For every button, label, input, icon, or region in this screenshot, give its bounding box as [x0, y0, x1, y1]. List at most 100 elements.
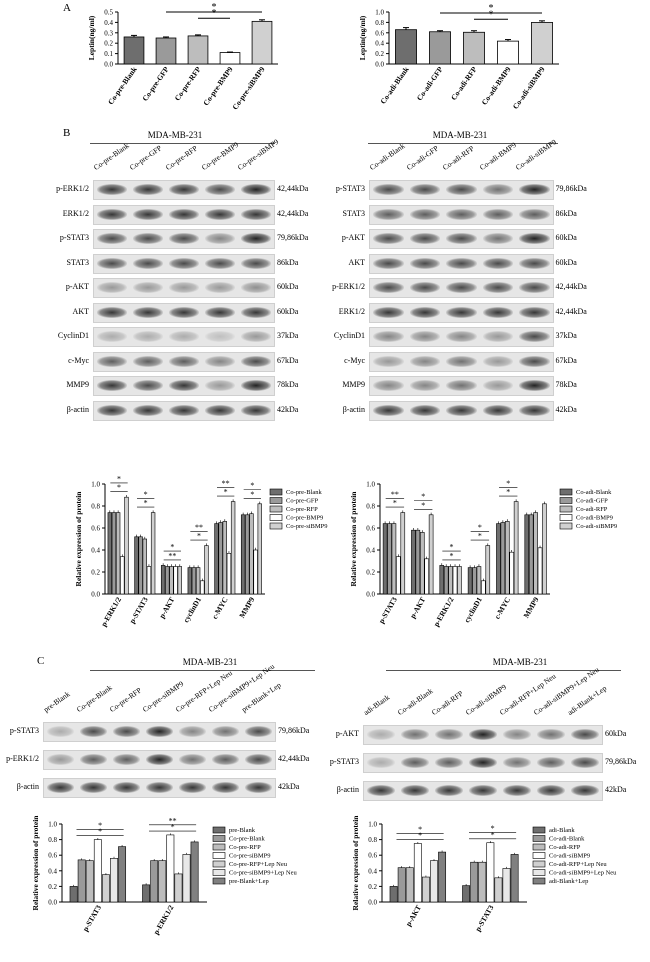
blot-row-name: p-ERK1/2	[56, 184, 89, 193]
blot-strip	[363, 725, 603, 745]
blot-band	[409, 380, 440, 391]
legend-swatch	[212, 835, 226, 842]
bar	[240, 514, 246, 595]
blot-row-kda: 37kDa	[277, 331, 299, 340]
blot-row-name: STAT3	[66, 257, 89, 267]
rule-b-left	[90, 143, 275, 144]
blot-row-kda: 67kDa	[277, 355, 299, 365]
title-b-left: MDA-MB-231	[147, 130, 203, 140]
blot-strip	[93, 302, 275, 323]
blot-row-name: p-STAT3	[9, 726, 39, 735]
blot-row-name: ERK1/2	[338, 306, 365, 316]
blot-strip	[43, 778, 276, 798]
y-tick-label: 0.6	[375, 29, 384, 37]
bar	[195, 567, 201, 595]
bar	[396, 556, 401, 595]
y-tick-label: 0.4	[375, 40, 384, 48]
blot-band	[519, 184, 550, 195]
bar	[443, 566, 449, 595]
blot-band	[241, 282, 271, 293]
blot-row-kda: 79,86kDa	[277, 233, 309, 242]
y-tick-label: 1.0	[375, 9, 384, 17]
blot-band	[241, 233, 271, 244]
bar	[395, 29, 417, 65]
bar	[120, 556, 125, 595]
legend-label: Co-adi-Blank	[576, 489, 612, 496]
blot-band	[409, 355, 440, 367]
significance-mark: *	[450, 543, 454, 552]
blot-band	[205, 380, 235, 391]
blot-band	[367, 785, 395, 796]
significance-mark: *	[117, 483, 121, 492]
blot-strip	[93, 400, 275, 421]
bar	[226, 552, 232, 595]
blot-band	[113, 726, 140, 737]
significance-mark: **	[391, 490, 399, 499]
blot-band	[97, 355, 127, 367]
bar	[463, 31, 485, 65]
blot-strip	[93, 278, 275, 298]
blot-band	[482, 184, 513, 195]
x-tick-label: Co-pre-RFP	[173, 65, 203, 103]
bar	[513, 501, 519, 595]
bar	[182, 854, 191, 903]
bar	[497, 40, 519, 65]
blot-band	[571, 757, 599, 768]
bar	[419, 532, 425, 595]
bar	[478, 861, 487, 903]
significance-mark: *	[418, 825, 422, 834]
bar	[107, 512, 112, 595]
rule-c-right	[386, 670, 621, 671]
legend-swatch	[532, 835, 546, 842]
bar	[510, 854, 519, 903]
blot-row-name: CyclinD1	[57, 331, 89, 340]
bar	[533, 512, 538, 595]
blot-band	[205, 208, 235, 220]
legend-label: Co-adi-siBMP9	[549, 853, 590, 860]
legend-swatch	[212, 843, 226, 851]
bar	[424, 558, 429, 595]
legend-label: Co-pre-Blank	[286, 489, 322, 496]
x-tick-label: c-MYC	[493, 596, 513, 621]
significance-mark: *	[98, 821, 102, 830]
bar	[389, 886, 398, 903]
blot-band	[97, 380, 127, 391]
bar	[85, 860, 94, 903]
blot-strip	[93, 253, 275, 274]
legend-swatch	[532, 852, 546, 859]
blot-band	[469, 757, 497, 768]
blot-band	[435, 729, 463, 740]
significance-mark: *	[421, 501, 425, 510]
blot-band	[169, 257, 199, 269]
blot-band	[409, 257, 440, 269]
blot-strip	[369, 400, 554, 421]
bar	[476, 566, 482, 595]
blot-band	[446, 208, 477, 220]
bar	[166, 834, 175, 903]
panel-letter-a: A	[63, 2, 71, 14]
blot-band	[146, 782, 173, 793]
blot-band	[205, 331, 235, 342]
y-tick-label: 0.4	[368, 867, 377, 875]
blot-row-kda: 42kDa	[555, 404, 577, 414]
y-tick-label: 0.0	[375, 61, 384, 69]
significance-mark: *	[212, 8, 217, 19]
blot-band	[205, 404, 235, 416]
bar	[537, 547, 543, 595]
significance-mark: *	[171, 823, 175, 832]
blot-band	[133, 404, 163, 416]
blot-strip	[43, 722, 276, 742]
blot-band	[519, 404, 550, 416]
x-tick-label: p-ERK1/2	[99, 595, 123, 628]
blot-strip	[369, 253, 554, 274]
legend-swatch	[269, 514, 283, 521]
blot-band	[446, 233, 477, 244]
blot-row-name: MMP9	[342, 380, 365, 389]
blot-row-name: p-STAT3	[59, 233, 89, 242]
legend-label: Co-adi-RFP	[549, 844, 581, 851]
y-tick-label: 1.0	[48, 821, 57, 829]
blot-band	[373, 257, 404, 269]
bar	[257, 503, 262, 595]
y-tick-label: 0.4	[104, 19, 113, 27]
blot-band	[409, 208, 440, 220]
